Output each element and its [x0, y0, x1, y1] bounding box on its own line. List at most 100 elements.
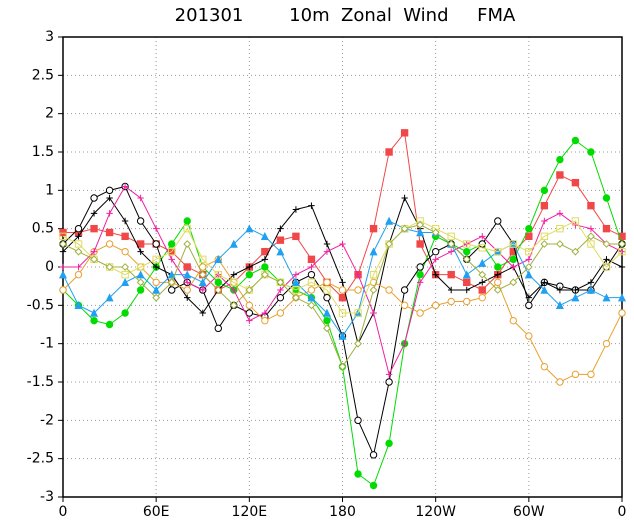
point [245, 286, 254, 294]
point [540, 186, 549, 195]
point [463, 247, 471, 256]
point [121, 278, 130, 287]
point [90, 308, 99, 317]
point [199, 309, 206, 317]
point [618, 309, 626, 317]
point [587, 240, 595, 248]
point [540, 232, 549, 241]
point [229, 239, 238, 248]
series [59, 129, 626, 302]
point [571, 293, 580, 302]
point [121, 232, 129, 241]
point [105, 293, 114, 302]
point [152, 255, 160, 264]
point [571, 217, 580, 225]
point [587, 232, 595, 241]
point [493, 286, 502, 294]
point [152, 285, 161, 294]
point [152, 278, 160, 287]
point [369, 451, 378, 459]
point [230, 271, 238, 278]
y-tick-label: 3 [45, 29, 54, 45]
point [90, 255, 98, 264]
point [416, 220, 425, 229]
point [555, 301, 564, 310]
point [401, 194, 408, 202]
point [121, 263, 130, 271]
point [338, 286, 347, 294]
point [75, 233, 82, 240]
point [478, 258, 487, 267]
point [261, 316, 269, 325]
point [152, 240, 160, 248]
point [183, 270, 192, 279]
point [431, 228, 440, 237]
x-tick-label: 120E [232, 504, 268, 520]
point [198, 278, 207, 287]
point [556, 378, 564, 386]
point [260, 232, 269, 241]
point [183, 217, 191, 225]
series [58, 216, 627, 340]
point [323, 316, 331, 325]
point [385, 286, 393, 294]
point [400, 129, 409, 137]
point [307, 301, 316, 310]
point [90, 194, 98, 202]
point [369, 270, 378, 279]
point [261, 263, 269, 271]
point [199, 286, 206, 294]
series-line [62, 220, 622, 337]
point [416, 240, 424, 248]
point [90, 224, 98, 233]
point [261, 309, 269, 317]
y-tick-label: 1.5 [32, 144, 54, 160]
point [463, 278, 471, 287]
point [572, 286, 579, 294]
point [494, 263, 502, 271]
point [246, 263, 253, 271]
point [198, 270, 207, 279]
point [369, 224, 378, 233]
point [59, 263, 67, 271]
point [292, 206, 300, 213]
point [183, 240, 192, 248]
point [246, 317, 253, 324]
point [136, 240, 145, 248]
point [90, 248, 98, 255]
point [447, 297, 455, 306]
point [276, 247, 285, 256]
point [307, 293, 316, 302]
point [478, 244, 486, 252]
point [339, 240, 346, 248]
point [183, 263, 191, 271]
point [385, 439, 393, 448]
point [602, 224, 611, 233]
point [369, 247, 378, 256]
point [245, 309, 254, 317]
point [478, 270, 487, 279]
point [354, 271, 362, 278]
point [338, 362, 347, 371]
point [74, 270, 83, 279]
point [230, 278, 238, 287]
point [354, 416, 362, 425]
point [618, 240, 626, 248]
point [323, 293, 331, 302]
point [276, 293, 285, 302]
point [137, 194, 144, 202]
series [59, 182, 626, 459]
point [494, 278, 502, 287]
point [105, 186, 114, 195]
point [369, 481, 378, 490]
point [602, 339, 611, 348]
point [75, 263, 82, 271]
point [308, 263, 315, 271]
point [292, 232, 300, 241]
point [602, 263, 611, 271]
point [602, 240, 611, 248]
point [541, 279, 548, 286]
point [525, 256, 533, 263]
point [74, 301, 83, 310]
point [525, 294, 533, 301]
